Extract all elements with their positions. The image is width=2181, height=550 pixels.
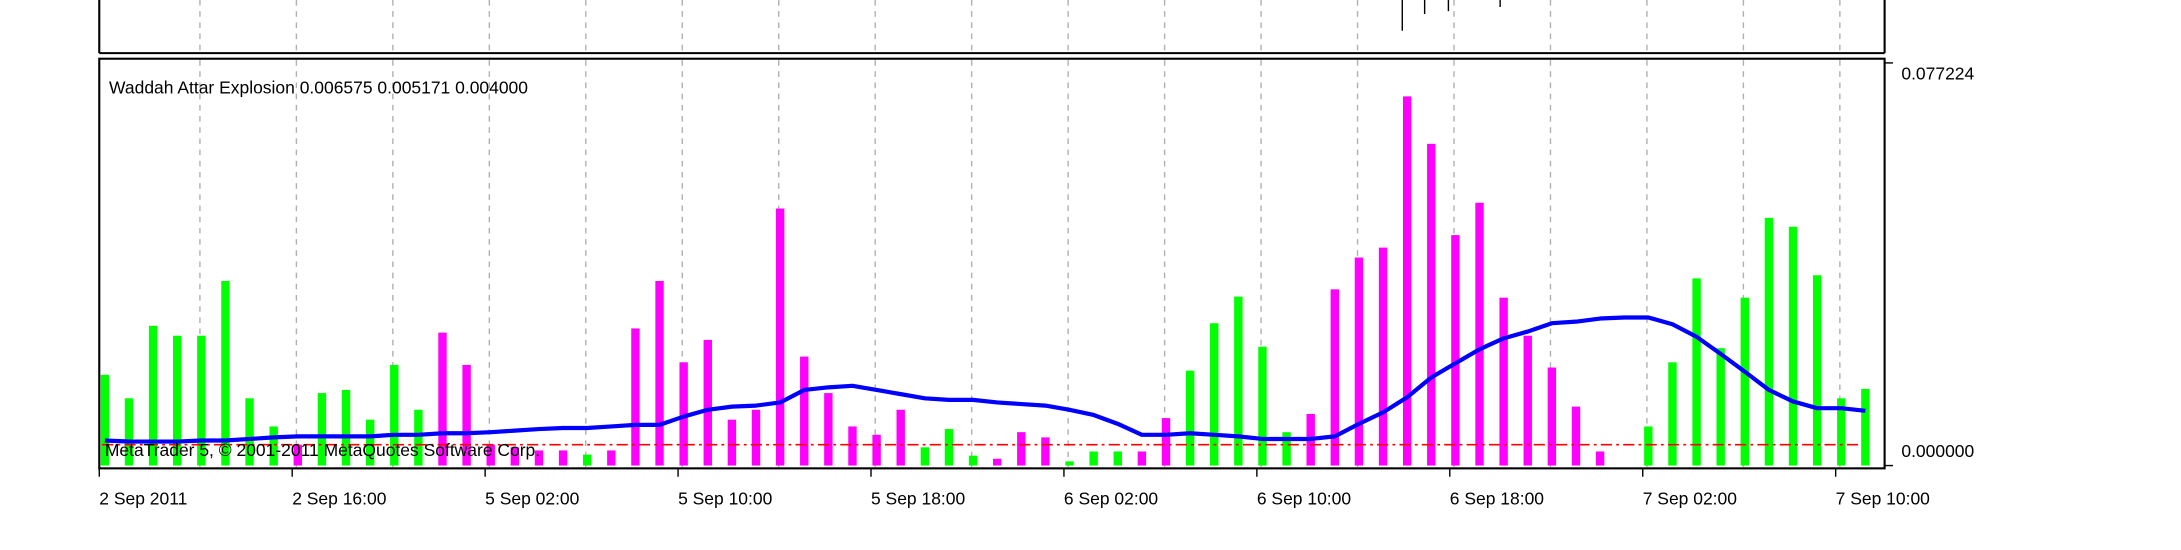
- x-tick-label: 2 Sep 2011: [99, 489, 187, 509]
- bar: [679, 362, 688, 466]
- bar: [1065, 461, 1074, 466]
- bar: [221, 280, 230, 466]
- bar: [1451, 235, 1460, 466]
- bar: [293, 444, 302, 466]
- bar: [1499, 297, 1508, 466]
- bar: [631, 328, 640, 466]
- bar: [1161, 418, 1171, 466]
- x-tick-label: 5 Sep 10:00: [678, 489, 773, 509]
- x-tick-label: 6 Sep 10:00: [1257, 489, 1352, 509]
- bar: [148, 325, 158, 466]
- bar: [848, 426, 857, 466]
- bar: [1861, 388, 1870, 466]
- bar: [824, 393, 833, 466]
- bar: [1764, 217, 1774, 466]
- bar: [727, 419, 737, 466]
- bar: [703, 339, 712, 466]
- x-tick-label: 6 Sep 02:00: [1064, 489, 1159, 509]
- y-tick-label: 0.000000: [1901, 441, 1974, 461]
- bar: [245, 398, 254, 466]
- bar: [414, 409, 423, 466]
- bar: [1644, 426, 1653, 466]
- indicator-title: Waddah Attar Explosion 0.006575 0.005171…: [109, 78, 528, 98]
- bar: [1258, 346, 1267, 466]
- bar: [1185, 370, 1195, 466]
- bar: [100, 374, 110, 466]
- watermark: MetaTrader 5, © 2001-2011 MetaQuotes Sof…: [105, 440, 540, 460]
- bar: [1354, 257, 1364, 466]
- bar: [607, 450, 616, 466]
- bar: [1330, 289, 1340, 466]
- bar: [1571, 406, 1581, 466]
- bar: [1595, 451, 1605, 466]
- bar: [800, 356, 809, 466]
- bar: [1089, 451, 1098, 466]
- bar: [920, 447, 930, 466]
- bar: [124, 398, 134, 466]
- bar: [1788, 226, 1798, 466]
- bar: [655, 280, 664, 466]
- plot: [100, 0, 1870, 467]
- bar: [1475, 202, 1484, 466]
- bar: [1210, 323, 1219, 466]
- bar: [751, 409, 761, 466]
- bar: [438, 332, 447, 466]
- x-tick-label: 5 Sep 18:00: [871, 489, 966, 509]
- x-tick-label: 7 Sep 10:00: [1836, 489, 1931, 509]
- x-tick-label: 6 Sep 18:00: [1450, 489, 1545, 509]
- bar: [510, 447, 520, 466]
- bar: [534, 450, 544, 466]
- bar: [269, 426, 278, 466]
- bar: [1378, 247, 1388, 466]
- bar: [390, 364, 399, 466]
- bar: [173, 335, 182, 466]
- bar: [1137, 451, 1147, 466]
- top-panel: [98, 0, 1886, 55]
- bar: [1692, 278, 1701, 466]
- bar: [1427, 143, 1436, 466]
- bar: [1402, 96, 1412, 466]
- bar: [197, 335, 206, 466]
- bar: [1041, 437, 1050, 466]
- bar: [992, 458, 1002, 466]
- bar: [1234, 296, 1243, 466]
- bar: [1523, 335, 1532, 466]
- bar: [872, 434, 881, 466]
- bar: [583, 454, 592, 466]
- bar: [1547, 367, 1557, 466]
- x-tick-label: 2 Sep 16:00: [292, 489, 387, 509]
- bar: [775, 208, 785, 466]
- bar: [968, 455, 978, 466]
- bar: [1740, 297, 1749, 466]
- bar: [558, 450, 568, 466]
- bar: [1668, 362, 1677, 466]
- bar: [317, 393, 327, 466]
- explosion-line: [104, 315, 1866, 444]
- x-tick-label: 5 Sep 02:00: [485, 489, 580, 509]
- bar: [944, 429, 954, 466]
- bar: [1837, 398, 1846, 466]
- bar: [896, 409, 905, 466]
- bar: [1812, 275, 1822, 466]
- bar: [1282, 432, 1291, 466]
- x-tick-label: 7 Sep 02:00: [1643, 489, 1738, 509]
- bar: [1017, 432, 1026, 466]
- bar: [1716, 348, 1725, 466]
- bar: [341, 389, 351, 466]
- bar: [462, 364, 471, 466]
- indicator-panel: [98, 57, 1886, 470]
- bar: [365, 419, 375, 466]
- bar: [1113, 451, 1122, 466]
- bar: [486, 444, 495, 466]
- y-tick-label: 0.077224: [1901, 64, 1974, 84]
